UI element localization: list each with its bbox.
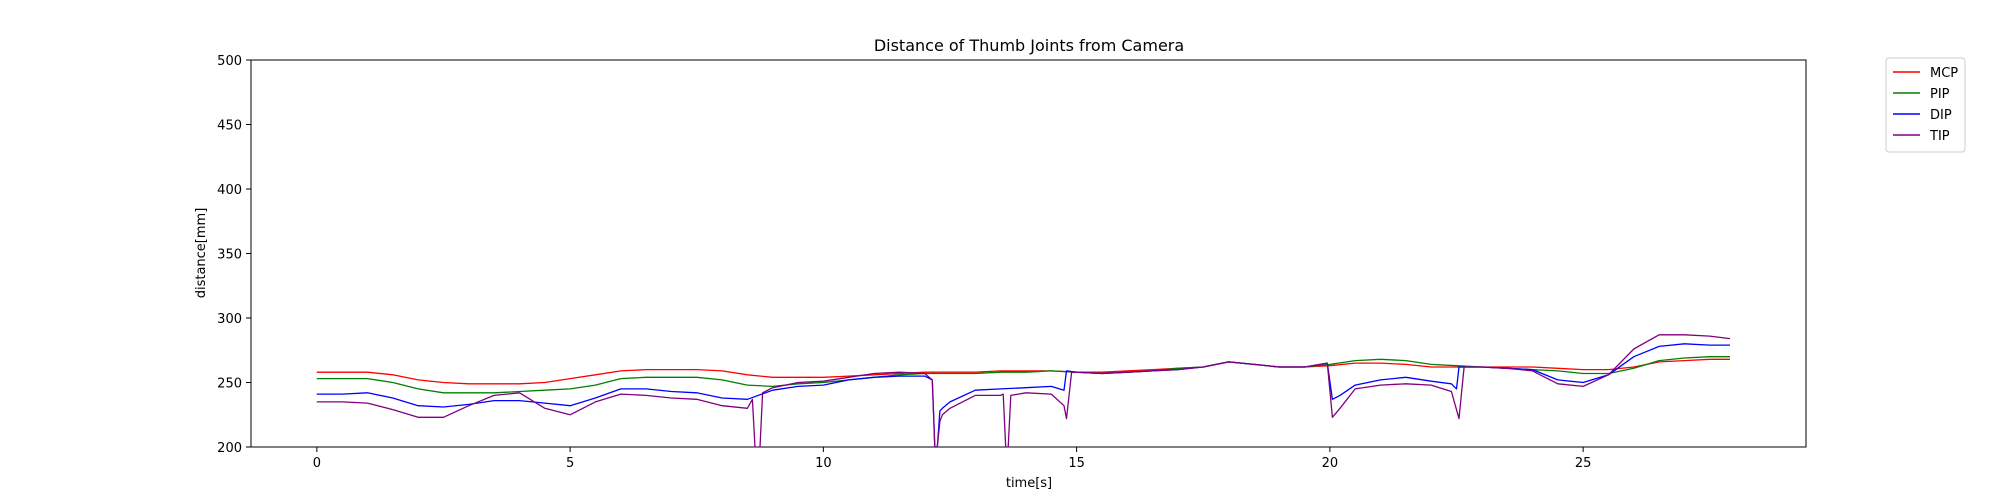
y-tick-label: 400 xyxy=(217,183,242,198)
plot-area xyxy=(250,59,1807,448)
y-tick-label: 250 xyxy=(217,377,242,392)
x-tick-label: 15 xyxy=(1068,456,1085,471)
x-tick-label: 20 xyxy=(1322,456,1339,471)
series-lines xyxy=(316,334,1731,448)
series-line-tip xyxy=(316,334,1731,448)
y-tick-label: 300 xyxy=(217,312,242,327)
y-tick-label: 500 xyxy=(217,54,242,69)
y-tick-label: 200 xyxy=(217,441,242,456)
legend-label-mcp: MCP xyxy=(1930,66,1958,81)
x-axis-label: time[s] xyxy=(1006,476,1052,491)
x-axis: 0 5 10 15 20 25 xyxy=(313,447,1592,471)
x-tick-label: 10 xyxy=(815,456,832,471)
series-line-dip xyxy=(316,343,1730,448)
y-tick-label: 450 xyxy=(217,119,242,134)
legend-label-pip: PIP xyxy=(1930,87,1950,102)
legend-label-tip: TIP xyxy=(1929,129,1950,144)
y-axis-label: distance[mm] xyxy=(194,208,209,299)
chart-title: Distance of Thumb Joints from Camera xyxy=(874,36,1184,55)
x-tick-label: 25 xyxy=(1575,456,1592,471)
x-tick-label: 0 xyxy=(313,456,321,471)
legend-label-dip: DIP xyxy=(1930,108,1952,123)
legend: MCP PIP DIP TIP xyxy=(1885,57,1966,153)
series-line-mcp xyxy=(316,358,1730,385)
y-axis: 200 250 300 350 400 450 500 xyxy=(217,54,251,456)
y-tick-label: 350 xyxy=(217,248,242,263)
x-tick-label: 5 xyxy=(566,456,574,471)
legend-box xyxy=(1885,57,1966,153)
